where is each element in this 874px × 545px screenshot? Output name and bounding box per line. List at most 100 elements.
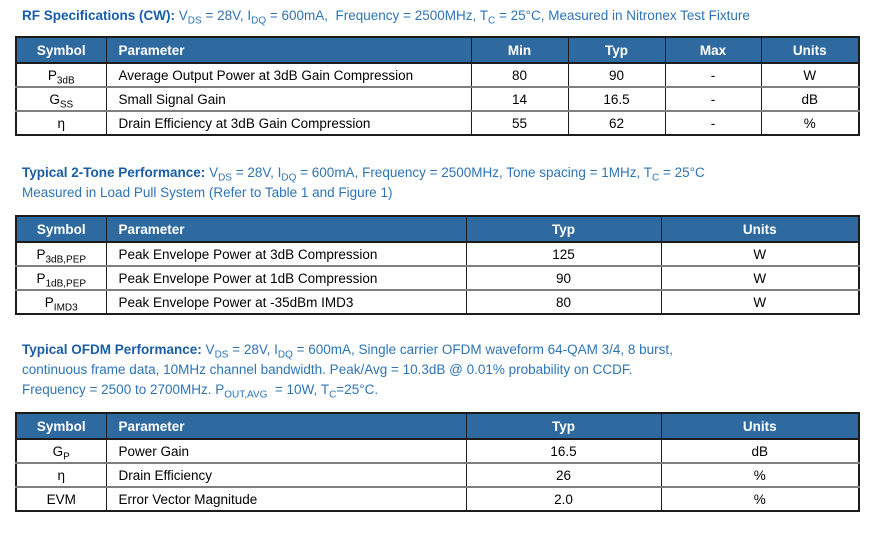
- header-row: Symbol Parameter Typ Units: [15, 216, 860, 243]
- text-run: P: [36, 270, 46, 286]
- table-cell: W: [660, 241, 860, 266]
- section-title-label: RF Specifications (CW):: [22, 8, 179, 23]
- text-run: = 28V, I: [228, 342, 278, 357]
- text-run: EVM: [46, 491, 76, 507]
- text-run: η: [57, 467, 65, 483]
- table-cell: W: [660, 265, 860, 290]
- column-header-max: Max: [664, 37, 762, 64]
- subscript: C: [487, 15, 496, 27]
- table-cell: 80: [465, 289, 662, 314]
- subscript: C: [651, 172, 660, 184]
- table-cell: -: [664, 86, 762, 111]
- table-cell: η: [15, 462, 107, 487]
- subscript: DS: [187, 15, 202, 27]
- text-run: V: [178, 8, 188, 23]
- text-run: = 600mA, Single carrier OFDM waveform 64…: [292, 342, 673, 357]
- subscript: DQ: [281, 172, 297, 184]
- column-header-typ: Typ: [465, 216, 662, 243]
- title-line: continuous frame data, 10MHz channel ban…: [22, 360, 858, 380]
- subscript: C: [329, 389, 337, 401]
- subscript: P: [63, 451, 70, 463]
- title-line: Measured in Load Pull System (Refer to T…: [22, 183, 858, 203]
- table-row: P3dB Average Output Power at 3dB Gain Com…: [15, 62, 860, 87]
- rf-spec-cw-table: Symbol Parameter Min Typ Max Units P3dB Average…: [15, 36, 860, 136]
- table-cell: Average Output Power at 3dB Gain Compres…: [105, 62, 472, 87]
- table-cell: P3dB,PEP: [15, 241, 107, 266]
- table-cell: 62: [567, 110, 666, 135]
- column-header-typ: Typ: [465, 413, 662, 440]
- ofdm-table: Symbol Parameter Typ Units GP Power Gain 16.5 d…: [15, 412, 860, 512]
- table-cell: 14: [470, 86, 569, 111]
- table-row: P1dB,PEP Peak Envelope Power at 1dB Compr…: [15, 265, 860, 290]
- table-cell: 90: [567, 62, 666, 87]
- section-ofdm-performance: Typical OFDM Performance: VDS = 28V, IDQ…: [0, 340, 874, 512]
- subscript: DS: [214, 349, 229, 361]
- column-header-symbol: Symbol: [15, 216, 107, 243]
- column-header-units: Units: [660, 413, 860, 440]
- section-title-label: Typical OFDM Performance:: [22, 342, 206, 357]
- table-cell: PIMD3: [15, 289, 107, 314]
- text-run: =25°C.: [336, 382, 379, 397]
- text-run: G: [52, 443, 64, 459]
- section-two-tone-performance: Typical 2-Tone Performance: VDS = 28V, I…: [0, 163, 874, 315]
- subscript: DQ: [277, 349, 293, 361]
- text-run: P: [36, 246, 46, 262]
- text-run: = 28V, I: [231, 165, 282, 180]
- text-run: = 10W, T: [267, 382, 330, 397]
- table-row: η Drain Efficiency 26%: [15, 462, 860, 487]
- table-cell: dB: [660, 438, 860, 463]
- header-row: Symbol Parameter Min Typ Max Units: [15, 37, 860, 64]
- table-cell: Peak Envelope Power at 3dB Compression: [105, 241, 467, 266]
- table-cell: EVM: [15, 486, 107, 511]
- datasheet-page: RF Specifications (CW): VDS = 28V, IDQ =…: [0, 8, 874, 512]
- title-line: Typical OFDM Performance: VDS = 28V, IDQ…: [22, 340, 858, 360]
- text-run: V: [209, 165, 219, 180]
- column-header-parameter: Parameter: [105, 413, 467, 440]
- column-header-units: Units: [760, 37, 860, 64]
- table-cell: GSS: [15, 86, 107, 111]
- table-cell: 26: [465, 462, 662, 487]
- table-cell: %: [660, 486, 860, 511]
- subscript: SS: [59, 99, 74, 111]
- table-cell: -: [664, 62, 762, 87]
- table-cell: Peak Envelope Power at 1dB Compression: [105, 265, 467, 290]
- table-row: η Drain Efficiency at 3dB Gain Compressio…: [15, 110, 860, 135]
- text-run: continuous frame data, 10MHz channel ban…: [22, 362, 633, 377]
- table-row: GP Power Gain 16.5 dB: [15, 438, 860, 463]
- column-header-symbol: Symbol: [15, 413, 107, 440]
- table-cell: Error Vector Magnitude: [105, 486, 467, 511]
- table-cell: GP: [15, 438, 107, 463]
- table-cell: dB: [760, 86, 860, 111]
- subscript: 3dB: [56, 75, 75, 87]
- subscript: IMD3: [53, 302, 78, 314]
- text-run: P: [47, 67, 57, 83]
- table-cell: η: [15, 110, 107, 135]
- table-cell: 125: [465, 241, 662, 266]
- two-tone-table: Symbol Parameter Typ Units P3dB,PEP Peak Enve…: [15, 215, 860, 315]
- text-run: = 28V, I: [201, 8, 252, 23]
- table-cell: 80: [470, 62, 569, 87]
- table-cell: 55: [470, 110, 569, 135]
- text-run: = 600mA, Frequency = 2500MHz, Tone spaci…: [296, 165, 652, 180]
- table-row: PIMD3 Peak Envelope Power at -35dBm IMD3 8…: [15, 289, 860, 314]
- table-cell: Drain Efficiency: [105, 462, 467, 487]
- text-run: P: [44, 294, 54, 310]
- table-row: EVM Error Vector Magnitude 2.0%: [15, 486, 860, 511]
- table-cell: Small Signal Gain: [105, 86, 472, 111]
- table-cell: 16.5: [465, 438, 662, 463]
- column-header-min: Min: [470, 37, 569, 64]
- text-run: Measured in Load Pull System (Refer to T…: [22, 185, 393, 200]
- text-run: V: [205, 342, 215, 357]
- header-row: Symbol Parameter Typ Units: [15, 413, 860, 440]
- table-cell: %: [760, 110, 860, 135]
- title-line: Frequency = 2500 to 2700MHz. POUT,AVG = …: [22, 380, 858, 400]
- subscript: DQ: [251, 15, 267, 27]
- table-cell: Peak Envelope Power at -35dBm IMD3: [105, 289, 467, 314]
- table-cell: P1dB,PEP: [15, 265, 107, 290]
- table-cell: -: [664, 110, 762, 135]
- table-cell: %: [660, 462, 860, 487]
- title-line: Typical 2-Tone Performance: VDS = 28V, I…: [22, 163, 858, 183]
- section-title: Typical OFDM Performance: VDS = 28V, IDQ…: [22, 340, 858, 400]
- table-cell: 2.0: [465, 486, 662, 511]
- section-title: Typical 2-Tone Performance: VDS = 28V, I…: [22, 163, 858, 203]
